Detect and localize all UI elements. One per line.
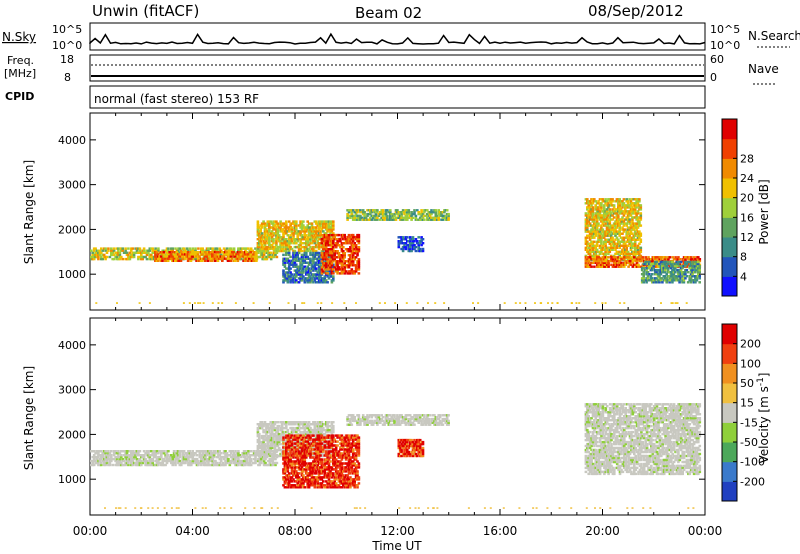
colorbar-tick-label: 100: [740, 357, 761, 370]
nave-tick-bottom: 0: [710, 71, 717, 84]
date-title: 08/Sep/2012: [588, 2, 684, 20]
y-tick-label: 3000: [58, 384, 86, 397]
freq-tick-top: 18: [60, 53, 74, 66]
power-colorbar: 4 8 12 16 20 24 28: [721, 118, 754, 297]
x-tick-label: 00:00: [73, 524, 108, 538]
y-tick-label: 1000: [58, 268, 86, 281]
colorbar-tick-label: 24: [740, 172, 754, 185]
colorbar-tick-label: -200: [740, 475, 765, 488]
nsky-tick-bottom: 10^0: [52, 39, 82, 52]
nsearch-tick-bottom: 10^0: [710, 39, 740, 52]
colorbar-tick-label: 200: [740, 338, 761, 351]
velocity-y-ticks: 1000 2000 3000 4000: [58, 339, 705, 486]
nave-tick-top: 60: [710, 53, 724, 66]
x-axis-label: Time UT: [371, 539, 422, 553]
colorbar-tick-label: 50: [740, 377, 754, 390]
y-tick-label: 3000: [58, 179, 86, 192]
cpid-label: CPID: [5, 90, 34, 103]
colorbar-tick-label: -15: [740, 416, 758, 429]
x-tick-label: 04:00: [175, 524, 210, 538]
y-tick-label: 2000: [58, 223, 86, 236]
x-tick-label: 16:00: [483, 524, 518, 538]
freq-label: Freq.: [7, 54, 34, 67]
freq-panel: [89, 54, 706, 82]
power-y-ticks: 1000 2000 3000 4000: [58, 134, 705, 281]
y-tick-label: 4000: [58, 134, 86, 147]
colorbar-tick-label: 20: [740, 192, 754, 205]
x-tick-label: 00:00: [688, 524, 723, 538]
colorbar-tick-label: 15: [740, 397, 754, 410]
x-tick-label: 12:00: [380, 524, 415, 538]
freq-tick-bottom: 8: [64, 71, 71, 84]
nsky-label: N.Sky: [2, 30, 36, 44]
colorbar-tick-label: 12: [740, 231, 754, 244]
colorbar-tick-label: 8: [740, 251, 747, 264]
x-tick-label: 08:00: [278, 524, 313, 538]
beam-title: Beam 02: [355, 4, 422, 22]
cpid-panel: [89, 85, 706, 109]
colorbar-tick-label: 4: [740, 270, 747, 283]
freq-unit-label: [MHz]: [4, 67, 36, 80]
velocity-ylabel: Slant Range [km]: [22, 366, 36, 470]
y-tick-label: 2000: [58, 428, 86, 441]
nsearch-tick-top: 10^5: [710, 23, 740, 36]
x-axis-ticks: 00:00 04:00 08:00 12:00 16:00 20:00 00:00: [73, 113, 723, 538]
cpid-text: normal (fast stereo) 153 RF: [94, 92, 259, 106]
colorbar-tick-label: -50: [740, 436, 758, 449]
colorbar-tick-label: 28: [740, 152, 754, 165]
colorbar-tick-label: 16: [740, 211, 754, 224]
nsearch-label: N.Search: [748, 29, 800, 43]
station-title: Unwin (fitACF): [92, 2, 199, 20]
power-colorbar-label: Power [dB]: [757, 179, 771, 244]
nsky-tick-top: 10^5: [52, 23, 82, 36]
velocity-data: [90, 403, 702, 509]
nsky-panel: [89, 22, 706, 51]
power-ylabel: Slant Range [km]: [22, 160, 36, 264]
y-tick-label: 1000: [58, 473, 86, 486]
nave-label: Nave: [748, 62, 779, 76]
x-tick-label: 20:00: [585, 524, 620, 538]
y-tick-label: 4000: [58, 339, 86, 352]
velocity-colorbar-label: Velocity [m s-1]: [756, 373, 771, 464]
velocity-colorbar: 200 100 50 15 -15 -50 -100 -200: [721, 323, 765, 502]
nsky-trace: [89, 32, 706, 45]
power-data: [90, 198, 702, 304]
colorbar-tick-label: -100: [740, 456, 765, 469]
